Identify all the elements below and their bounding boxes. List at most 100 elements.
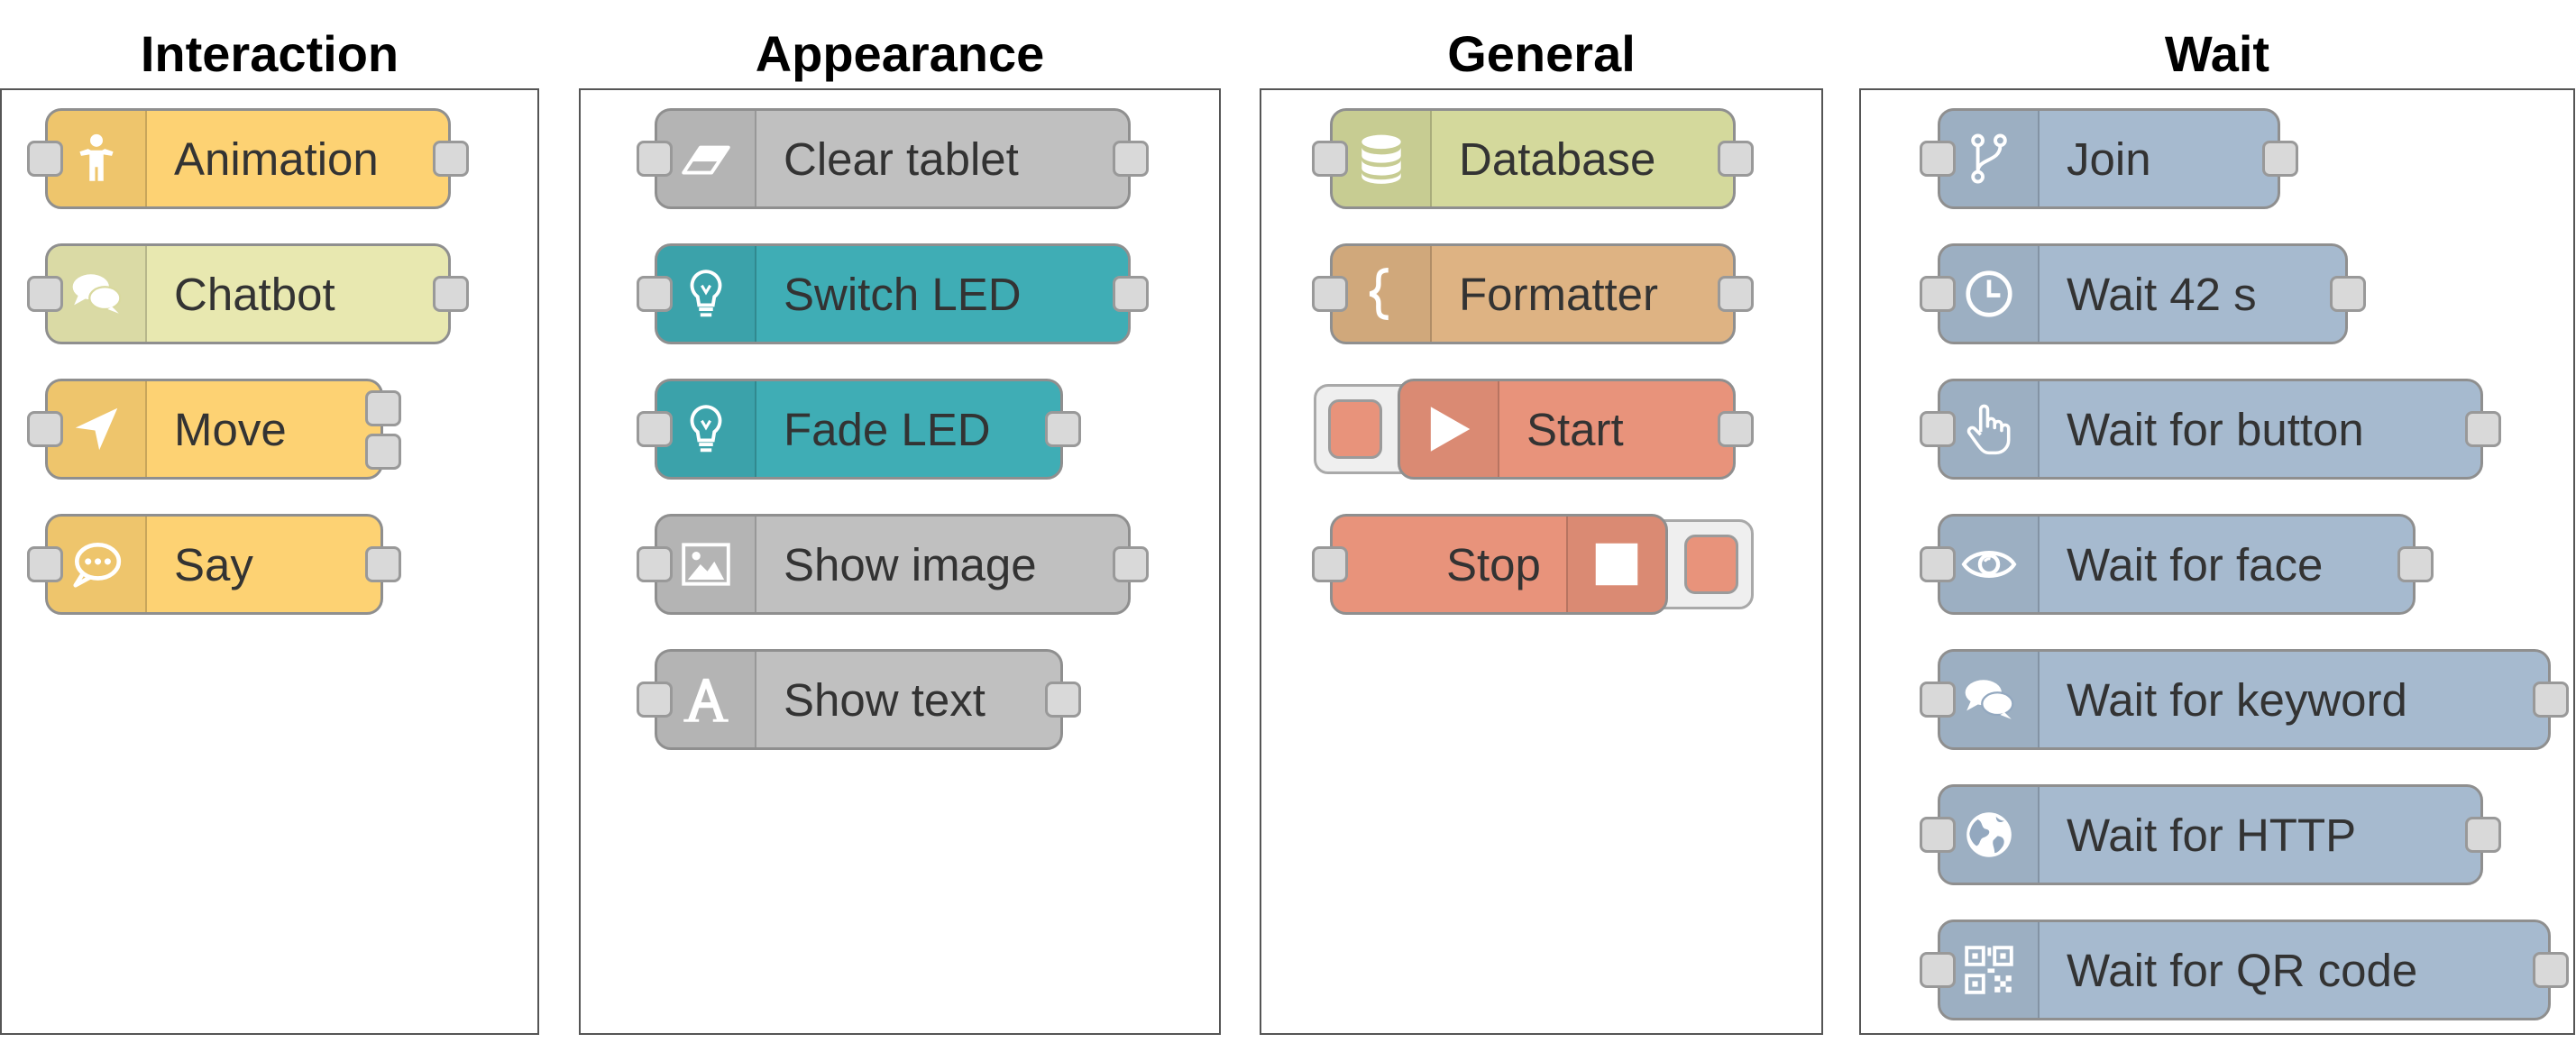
output-port[interactable] [2533,952,2569,988]
node-label: Switch LED [784,268,1022,320]
node-wait-seconds[interactable]: Wait 42 s [1920,243,2366,344]
output-port[interactable] [1718,276,1754,312]
output-port[interactable] [2262,141,2298,177]
node-label: Show text [784,673,985,726]
input-port[interactable] [637,276,673,312]
input-port[interactable] [1920,952,1956,988]
eye-icon [1940,517,2040,612]
clock-icon [1940,246,2040,342]
node-move[interactable]: Move [27,379,401,480]
image-icon [657,517,756,612]
output-port[interactable] [1045,682,1081,718]
node-database[interactable]: Database [1312,108,1754,209]
output-port[interactable] [433,276,469,312]
node-label: Animation [174,133,379,185]
stop-icon [1566,517,1665,612]
input-port[interactable] [1312,546,1348,582]
globe-icon [1940,787,2040,883]
node-stop[interactable]: Stop [1312,514,1668,615]
input-port[interactable] [637,141,673,177]
node-say[interactable]: Say [27,514,401,615]
eraser-icon [657,111,756,206]
palette-panel-general: Database Formatter Start Stop [1260,88,1823,1035]
output-port[interactable] [1113,141,1149,177]
output-port[interactable] [1113,276,1149,312]
node-label: Clear tablet [784,133,1019,185]
input-port[interactable] [637,546,673,582]
node-join[interactable]: Join [1920,108,2298,209]
node-wait-for-face[interactable]: Wait for face [1920,514,2434,615]
speech-bubble-icon [48,517,147,612]
input-port[interactable] [1920,141,1956,177]
input-port[interactable] [27,546,63,582]
node-clear-tablet[interactable]: Clear tablet [637,108,1149,209]
chat-bubbles-icon [1940,652,2040,747]
input-port[interactable] [1920,817,1956,853]
column-title-interaction: Interaction [140,25,399,82]
node-label: Wait for keyword [2067,673,2407,726]
output-port[interactable] [2465,411,2501,447]
input-port[interactable] [1312,141,1348,177]
node-label: Stop [1446,538,1541,590]
input-port[interactable] [1312,276,1348,312]
node-label: Chatbot [174,268,335,320]
input-port[interactable] [1920,546,1956,582]
node-wait-for-button[interactable]: Wait for button [1920,379,2501,480]
stop-trigger-button[interactable] [1684,535,1738,594]
node-chatbot[interactable]: Chatbot [27,243,469,344]
input-port[interactable] [27,411,63,447]
node-show-image[interactable]: Show image [637,514,1149,615]
node-label: Move [174,403,287,455]
chat-bubbles-icon [48,246,147,342]
input-port[interactable] [27,141,63,177]
start-trigger-button[interactable] [1328,399,1382,459]
output-port[interactable] [2397,546,2434,582]
output-port-2[interactable] [365,434,401,470]
node-label: Database [1459,133,1656,185]
node-label: Wait for QR code [2067,944,2418,996]
node-label: Start [1526,403,1624,455]
curly-brace-icon [1333,246,1432,342]
node-start[interactable]: Start [1398,379,1754,480]
node-animation[interactable]: Animation [27,108,469,209]
node-switch-led[interactable]: Switch LED [637,243,1149,344]
output-port-1[interactable] [365,390,401,426]
node-label: Say [174,538,253,590]
database-icon [1333,111,1432,206]
node-wait-for-keyword[interactable]: Wait for keyword [1920,649,2569,750]
node-label: Fade LED [784,403,991,455]
node-wait-for-http[interactable]: Wait for HTTP [1920,784,2501,885]
node-show-text[interactable]: Show text [637,649,1081,750]
qr-code-icon [1940,922,2040,1018]
input-port[interactable] [637,682,673,718]
output-port[interactable] [2465,817,2501,853]
node-formatter[interactable]: Formatter [1312,243,1754,344]
node-fade-led[interactable]: Fade LED [637,379,1081,480]
output-port[interactable] [433,141,469,177]
play-icon [1400,381,1499,477]
node-label: Wait for face [2067,538,2324,590]
palette-panel-interaction: Animation Chatbot Move Say [0,88,539,1035]
input-port[interactable] [1920,411,1956,447]
letter-a-icon [657,652,756,747]
node-label: Wait for HTTP [2067,809,2357,861]
output-port[interactable] [2330,276,2366,312]
column-title-appearance: Appearance [755,25,1045,82]
column-title-wait: Wait [2164,25,2270,82]
output-port[interactable] [1718,141,1754,177]
input-port[interactable] [1920,682,1956,718]
output-port[interactable] [1718,411,1754,447]
output-port[interactable] [2533,682,2569,718]
node-label: Join [2067,133,2151,185]
output-port[interactable] [1045,411,1081,447]
input-port[interactable] [1920,276,1956,312]
column-title-general: General [1447,25,1636,82]
input-port[interactable] [27,276,63,312]
palette-panel-appearance: Clear tablet Switch LED Fade LED Show im… [579,88,1221,1035]
output-port[interactable] [365,546,401,582]
lightbulb-icon [657,246,756,342]
node-wait-for-qr-code[interactable]: Wait for QR code [1920,919,2569,1020]
input-port[interactable] [637,411,673,447]
output-port[interactable] [1113,546,1149,582]
node-label: Show image [784,538,1037,590]
